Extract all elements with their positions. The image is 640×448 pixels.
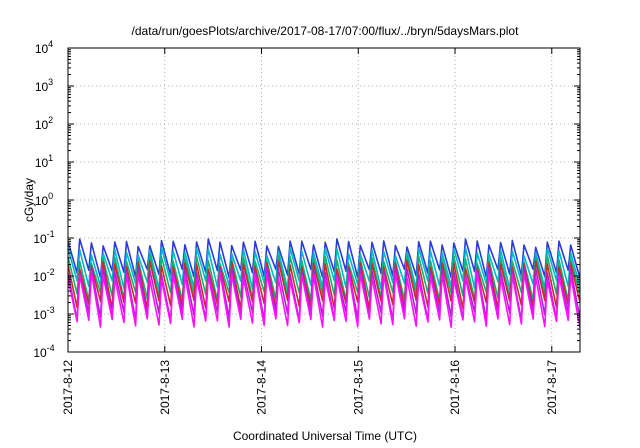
series-group bbox=[68, 238, 580, 328]
x-tick-label: 2017-8-17 bbox=[545, 360, 559, 415]
tick-marks bbox=[67, 47, 580, 353]
y-tick-label: 10-1 bbox=[33, 229, 54, 246]
x-tick-label: 2017-8-14 bbox=[255, 360, 269, 415]
x-axis-label: Coordinated Universal Time (UTC) bbox=[233, 429, 417, 443]
series-line bbox=[68, 254, 580, 302]
x-tick-label: 2017-8-13 bbox=[158, 360, 172, 415]
y-tick-label: 100 bbox=[35, 191, 53, 208]
x-tick-label: 2017-8-16 bbox=[448, 360, 462, 415]
y-tick-label: 101 bbox=[35, 153, 53, 170]
y-tick-label: 103 bbox=[35, 77, 53, 94]
x-tick-label: 2017-8-15 bbox=[351, 360, 365, 415]
x-tick-labels: 2017-8-12 2017-8-13 2017-8-14 2017-8-15 2017… bbox=[61, 360, 559, 415]
series-line bbox=[68, 238, 580, 279]
series-line bbox=[68, 271, 580, 328]
series-line bbox=[68, 247, 580, 290]
y-tick-label: 104 bbox=[35, 39, 53, 56]
series-line bbox=[68, 260, 580, 310]
y-tick-label: 10-2 bbox=[33, 267, 54, 284]
y-tick-labels: 10-4 10-3 10-2 10-1 100 101 102 103 104 bbox=[33, 39, 54, 360]
y-axis-label: cGy/day bbox=[22, 178, 36, 222]
x-tick-label: 2017-8-12 bbox=[61, 360, 75, 415]
series-line bbox=[68, 266, 580, 322]
y-tick-label: 10-3 bbox=[33, 305, 54, 322]
y-tick-label: 10-4 bbox=[33, 343, 54, 360]
chart-title: /data/run/goesPlots/archive/2017-08-17/0… bbox=[132, 24, 520, 38]
y-tick-label: 102 bbox=[35, 115, 53, 132]
